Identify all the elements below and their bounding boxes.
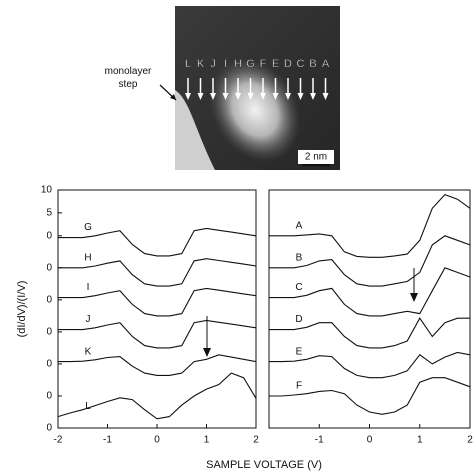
position-arrowhead [297,93,304,100]
bright-feature [209,57,301,163]
position-arrowhead [322,93,329,100]
curve-label: H [84,252,91,263]
spectrum-line [58,227,257,257]
y-axis-label: (dI/dV)/(I/V) [16,281,28,338]
position-arrowhead [185,93,191,100]
y-tick-label: 0 [46,423,52,434]
x-tick-label: 0 [154,435,160,446]
curve-label: G [84,222,92,233]
position-arrowhead [197,93,204,100]
x-tick-label: 1 [204,435,210,446]
spectrum-line [269,267,471,317]
position-letter: F [260,58,267,70]
position-arrowhead [272,93,279,100]
position-letter: D [284,58,292,70]
spectrum-line [269,317,470,349]
terrace [175,90,215,170]
spectrum-line [269,351,471,379]
position-arrowhead [285,93,291,100]
stm-image: monolayer step 2 nm [105,6,340,170]
position-arrowhead [235,93,241,100]
x-tick-label: 2 [467,435,473,446]
position-letter: C [297,58,305,70]
spectrum-line [269,193,471,258]
x-tick-label: 2 [253,435,259,446]
position-letter: I [224,58,227,70]
position-letter: L [185,58,191,70]
y-tick-label: 0 [46,230,52,241]
position-arrowhead [310,93,316,100]
curve-label: L [85,401,91,412]
curve-label: B [296,252,303,263]
spectrum-line [58,319,257,349]
position-arrowhead [210,93,216,100]
spectrum-line [57,372,257,420]
annotation-arrowhead [410,293,418,302]
x-tick-label: 0 [367,435,373,446]
y-tick-label: 0 [46,359,52,370]
curve-label: I [87,282,90,293]
position-letter: A [322,58,330,70]
position-arrowhead [222,93,229,100]
y-tick-label: 10 [41,185,53,196]
curve-label: E [296,346,303,357]
spectrum-line [269,235,471,287]
position-arrowhead [260,93,266,100]
x-tick-label: 1 [417,435,423,446]
y-tick-label: 5 [46,208,52,219]
curve-label: F [296,381,302,392]
x-axis-label: SAMPLE VOLTAGE (V) [206,459,322,471]
position-letter: H [234,58,242,70]
position-letter: K [197,58,205,70]
x-tick-label: -2 [54,435,63,446]
position-arrowhead [247,93,254,100]
position-letter: G [246,58,255,70]
x-tick-label: -1 [103,435,112,446]
curve-label: A [296,220,303,231]
annotation-arrowhead [170,94,176,100]
spectrum-line [58,258,257,287]
y-tick-label: 0 [46,294,52,305]
spectrum-line [58,354,257,376]
scale-bar-box [298,150,334,164]
y-tick-label: 0 [46,391,52,402]
spectrum-line [269,377,471,415]
curve-label: D [295,314,302,325]
annotation-arrowhead [203,348,211,357]
x-tick-label: -1 [315,435,324,446]
scale-bar-label: 2 nm [305,152,327,163]
y-tick-label: 0 [46,327,52,338]
position-letter: B [309,58,316,70]
curve-label: J [86,314,91,325]
annotation-text: monolayer step [105,66,152,90]
y-tick-label: 0 [46,262,52,273]
spectrum-line [58,287,257,317]
curve-label: C [295,282,302,293]
curve-label: K [85,346,92,357]
position-letter: E [272,58,279,70]
position-letter: J [210,58,216,70]
